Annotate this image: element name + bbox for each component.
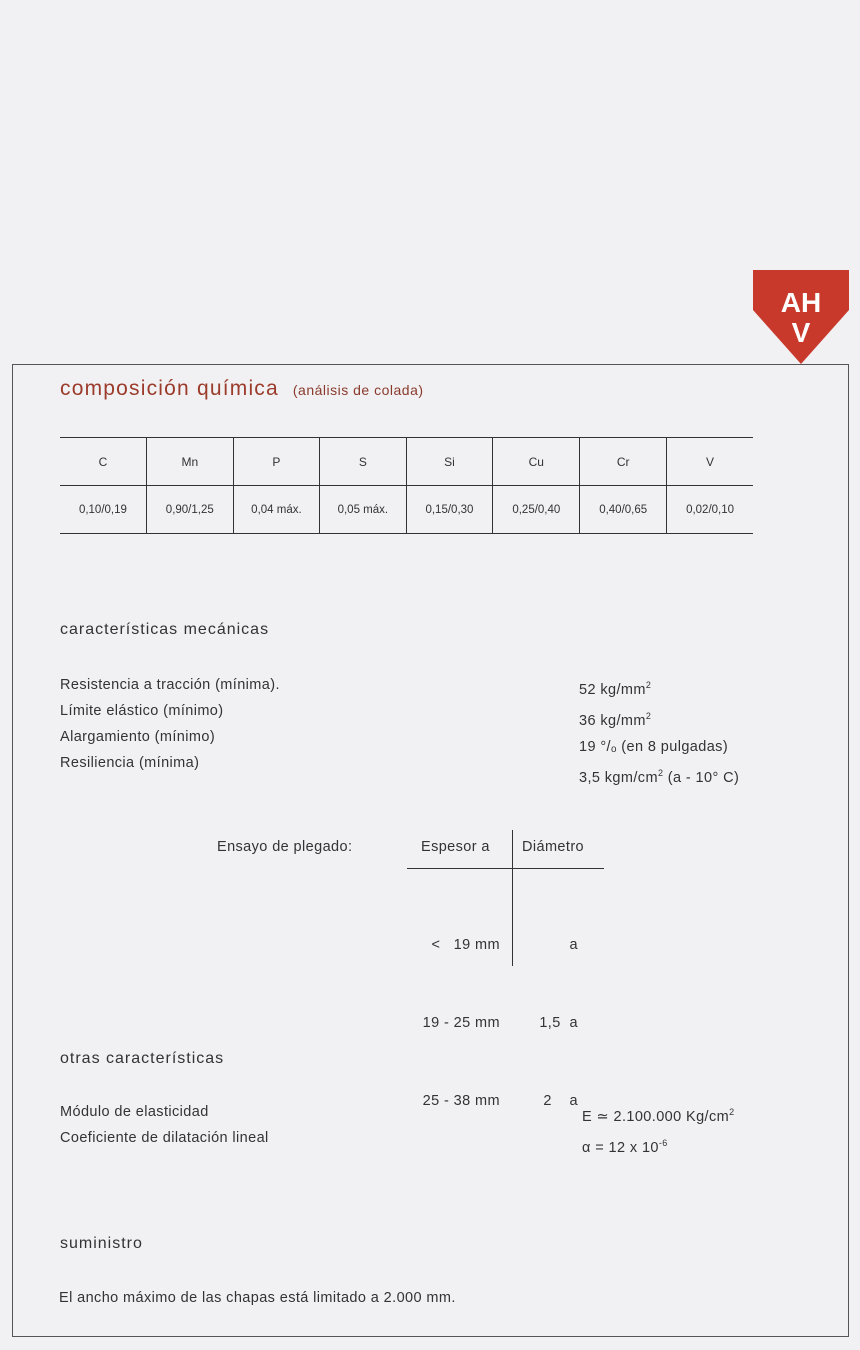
page-frame bbox=[12, 364, 849, 1337]
bend-diameter-col: a 1,5 a 2 a bbox=[520, 880, 578, 1140]
composition-heading: composición química (análisis de colada) bbox=[60, 377, 424, 401]
mechanical-value: 3,5 kgm/cm2 (a - 10° C) bbox=[579, 760, 739, 791]
value-sup: -6 bbox=[658, 1137, 668, 1148]
mechanical-label: Resiliencia (mínima) bbox=[60, 755, 200, 771]
table-cell: 0,04 máx. bbox=[232, 485, 320, 534]
table-header: Cu bbox=[492, 437, 580, 486]
bend-col-diameter: Diámetro bbox=[522, 839, 585, 855]
value-sup: 2 bbox=[729, 1107, 735, 1117]
value-sup: 2 bbox=[657, 767, 664, 778]
bend-diameter: 1,5 a bbox=[539, 1015, 578, 1031]
value-sup: 2 bbox=[645, 710, 652, 721]
other-label: Coeficiente de dilatación lineal bbox=[60, 1130, 269, 1146]
bend-diameter: 2 a bbox=[543, 1093, 578, 1109]
other-labels: Módulo de elasticidad Coeficiente de dil… bbox=[60, 1099, 269, 1151]
bend-table-rule bbox=[407, 868, 604, 869]
table-header: C bbox=[60, 437, 147, 486]
table-cell: 0,10/0,19 bbox=[60, 485, 147, 534]
mechanical-label: Alargamiento (mínimo) bbox=[60, 729, 216, 745]
value-text: 36 kg/mm bbox=[579, 712, 646, 729]
table-header: S bbox=[319, 437, 407, 486]
table-header: Mn bbox=[145, 437, 234, 486]
svg-text:AH: AH bbox=[781, 287, 821, 318]
bend-table-divider bbox=[512, 830, 513, 966]
composition-subtitle: (análisis de colada) bbox=[292, 382, 424, 398]
composition-title: composición química bbox=[60, 377, 279, 400]
other-values: E ≃ 2.100.000 Kg/cm2 α = 12 x 10-6 bbox=[582, 1099, 735, 1161]
mechanical-label: Límite elástico (mínimo) bbox=[60, 703, 224, 719]
bend-test-label: Ensayo de plegado: bbox=[217, 839, 353, 855]
table-cell: 0,15/0,30 bbox=[405, 485, 493, 534]
mechanical-values: 52 kg/mm2 36 kg/mm2 19 °/ₒ (en 8 pulgada… bbox=[579, 672, 739, 790]
value-tail: (a - 10° C) bbox=[663, 769, 740, 786]
bend-thickness: 19 - 25 mm bbox=[422, 1015, 500, 1031]
value-sup: 2 bbox=[645, 680, 652, 690]
bend-thickness: < 19 mm bbox=[431, 937, 500, 953]
ahv-logo: AH V bbox=[753, 270, 849, 364]
bend-thickness-col: < 19 mm 19 - 25 mm 25 - 38 mm bbox=[407, 880, 500, 1140]
value-text: 52 kg/mm bbox=[579, 681, 646, 698]
svg-text:V: V bbox=[792, 317, 811, 348]
supply-title: suministro bbox=[60, 1235, 143, 1252]
bend-thickness: 25 - 38 mm bbox=[422, 1093, 500, 1109]
table-header: V bbox=[666, 437, 753, 486]
table-row: 0,10/0,19 0,90/1,25 0,04 máx. 0,05 máx. … bbox=[60, 485, 753, 534]
value-text: 3,5 kgm/cm bbox=[579, 769, 658, 786]
bend-col-thickness: Espesor a bbox=[421, 839, 490, 855]
composition-table: C Mn P S Si Cu Cr V 0,10/0,19 0,90/1,25 … bbox=[60, 437, 753, 534]
table-header: Cr bbox=[579, 437, 667, 486]
value-text: 19 °/ₒ (en 8 pulgadas) bbox=[579, 738, 729, 755]
value-text: α = 12 x 10 bbox=[582, 1139, 659, 1156]
other-value: α = 12 x 10-6 bbox=[582, 1130, 735, 1161]
table-header-row: C Mn P S Si Cu Cr V bbox=[60, 437, 753, 486]
other-value: E ≃ 2.100.000 Kg/cm2 bbox=[582, 1099, 735, 1130]
mechanical-value: 19 °/ₒ (en 8 pulgadas) bbox=[579, 734, 739, 760]
value-text: E ≃ 2.100.000 Kg/cm bbox=[582, 1108, 730, 1125]
table-header: Si bbox=[405, 437, 493, 486]
table-cell: 0,05 máx. bbox=[319, 485, 407, 534]
other-label: Módulo de elasticidad bbox=[60, 1104, 209, 1120]
supply-text: El ancho máximo de las chapas está limit… bbox=[59, 1290, 456, 1306]
other-title: otras características bbox=[60, 1050, 225, 1067]
table-cell: 0,02/0,10 bbox=[666, 485, 753, 534]
table-header: P bbox=[232, 437, 320, 486]
mechanical-labels: Resistencia a tracción (mínima). Límite … bbox=[60, 672, 280, 776]
bend-diameter: a bbox=[569, 937, 578, 953]
mechanical-value: 52 kg/mm2 bbox=[579, 672, 739, 703]
table-cell: 0,90/1,25 bbox=[145, 485, 234, 534]
mechanical-value: 36 kg/mm2 bbox=[579, 703, 739, 734]
table-cell: 0,25/0,40 bbox=[492, 485, 580, 534]
table-cell: 0,40/0,65 bbox=[579, 485, 667, 534]
mechanical-label: Resistencia a tracción (mínima). bbox=[60, 677, 280, 693]
mechanical-title: características mecánicas bbox=[60, 621, 270, 638]
